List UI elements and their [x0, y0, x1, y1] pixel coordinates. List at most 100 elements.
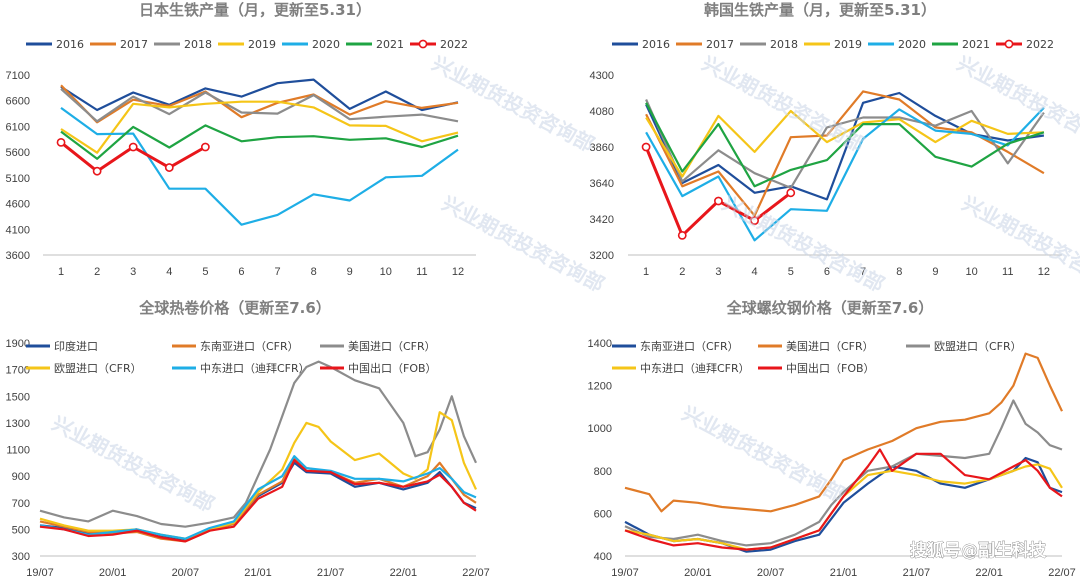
x-tick-label: 5 [202, 266, 208, 278]
x-tick-label: 7 [860, 266, 866, 278]
series-marker [641, 142, 651, 152]
x-tick-label: 21/01 [830, 567, 858, 579]
x-tick-label: 9 [347, 266, 353, 278]
x-tick-label: 2 [679, 266, 685, 278]
legend-label: 2020 [312, 38, 340, 51]
series-line-中国出口（FOB） [624, 448, 1063, 551]
y-tick-label: 3640 [590, 178, 614, 190]
series-marker [128, 142, 138, 152]
x-tick-label: 21/07 [317, 567, 345, 579]
y-tick-label: 600 [594, 508, 612, 520]
x-tick-label: 6 [238, 266, 244, 278]
x-tick-label: 12 [1038, 266, 1050, 278]
y-tick-label: 4300 [590, 70, 614, 82]
legend-label: 2018 [184, 38, 212, 51]
series-line-2021 [645, 102, 1045, 188]
x-tick-label: 22/01 [975, 567, 1003, 579]
series-line-2019 [645, 109, 1044, 178]
y-tick-label: 3600 [6, 250, 30, 262]
legend-label: 中国出口（FOB） [348, 361, 437, 375]
x-tick-label: 22/07 [1048, 567, 1076, 579]
series-line-2017 [60, 84, 459, 124]
watermark-text: 兴业期货投资咨询部 [678, 401, 848, 507]
x-tick-label: 10 [380, 266, 392, 278]
chart-title: 全球热卷价格（更新至7.6） [138, 299, 331, 317]
series-marker [714, 196, 723, 206]
watermark-text: 兴业期货投资咨询部 [698, 51, 868, 157]
legend-label: 2020 [898, 38, 926, 51]
legend-label: 欧盟进口（CFR） [934, 340, 1022, 353]
series-line-中东进口（迪拜CFR） [39, 455, 477, 540]
series-line-2016 [60, 78, 459, 112]
y-tick-label: 400 [594, 551, 612, 563]
legend-marker [418, 39, 428, 49]
chart-title: 韩国生铁产量（月，更新至5.31） [704, 1, 936, 19]
y-tick-label: 5600 [6, 147, 30, 159]
x-tick-label: 7 [274, 266, 280, 278]
x-tick-label: 20/07 [172, 567, 200, 579]
legend-label: 东南亚进口（CFR） [640, 340, 739, 353]
y-tick-label: 300 [12, 551, 30, 563]
legend-marker [1004, 39, 1014, 49]
x-tick-label: 4 [752, 266, 758, 278]
legend-label: 2016 [56, 38, 84, 51]
x-tick-label: 19/07 [26, 567, 54, 579]
y-tick-label: 1300 [6, 418, 30, 430]
x-tick-label: 6 [824, 266, 830, 278]
x-tick-label: 11 [416, 266, 427, 278]
y-tick-label: 3200 [590, 250, 614, 262]
chart-1: 日本生铁产量（月，更新至5.31）36004100460051005600610… [6, 1, 476, 278]
series-line-2020 [645, 106, 1045, 242]
y-tick-label: 700 [12, 498, 30, 510]
series-marker [92, 166, 102, 176]
chart-title: 全球螺纹钢价格（更新至7.6） [726, 299, 934, 317]
y-tick-label: 1500 [6, 391, 30, 403]
y-tick-label: 500 [12, 524, 30, 536]
legend-label: 2019 [834, 38, 862, 51]
y-tick-label: 1700 [6, 365, 30, 377]
legend-label: 中东进口（迪拜CFR） [200, 362, 310, 375]
watermark-text: 兴业期货投资咨询部 [438, 191, 608, 297]
x-tick-label: 3 [715, 266, 721, 278]
y-tick-label: 4600 [6, 199, 30, 211]
x-tick-label: 20/01 [684, 567, 712, 579]
legend-label: 2017 [120, 38, 148, 51]
y-tick-label: 3420 [590, 214, 614, 226]
x-tick-label: 19/07 [611, 567, 639, 579]
x-tick-label: 10 [965, 266, 977, 278]
series-marker [164, 163, 174, 172]
legend-label: 2018 [770, 38, 798, 51]
x-tick-label: 21/01 [244, 567, 272, 579]
x-tick-label: 9 [932, 266, 938, 278]
x-tick-label: 2 [94, 266, 100, 278]
legend-label: 中国出口（FOB） [786, 361, 875, 375]
series-line-2019 [60, 100, 459, 154]
y-tick-label: 800 [594, 466, 612, 478]
series-line-中东进口（迪拜CFR） [624, 463, 1063, 551]
x-tick-label: 3 [130, 266, 136, 278]
chart-2: 韩国生铁产量（月，更新至5.31） 3200 3420 3640 3860 4080 430… [590, 1, 1062, 278]
legend-label: 2016 [642, 38, 670, 51]
y-tick-label: 5100 [6, 173, 30, 185]
y-tick-label: 900 [12, 471, 30, 483]
watermark-text: 兴业期货投资咨询部 [48, 411, 218, 517]
series-line-美国进口（CFR） [624, 352, 1063, 513]
x-tick-label: 20/07 [757, 567, 785, 579]
watermark-text: 兴业期货投资咨询部 [718, 191, 888, 297]
legend-label: 2021 [376, 38, 404, 51]
legend-label: 美国进口（CFR） [786, 340, 874, 353]
x-tick-label: 12 [452, 266, 464, 278]
y-tick-label: 6600 [6, 96, 30, 108]
series-marker [750, 216, 759, 226]
chart-title: 日本生铁产量（月，更新至5.31） [139, 1, 371, 19]
x-tick-label: 1 [58, 266, 64, 278]
x-tick-label: 1 [643, 266, 649, 278]
series-line-2021 [60, 124, 459, 160]
x-tick-label: 11 [1002, 266, 1013, 278]
y-tick-label: 6100 [6, 121, 30, 133]
series-line-2018 [60, 88, 459, 123]
series-line-2018 [645, 99, 1045, 189]
legend-label: 印度进口 [54, 339, 98, 353]
legend-label: 2022 [1026, 38, 1054, 51]
legend-label: 2021 [962, 38, 990, 51]
